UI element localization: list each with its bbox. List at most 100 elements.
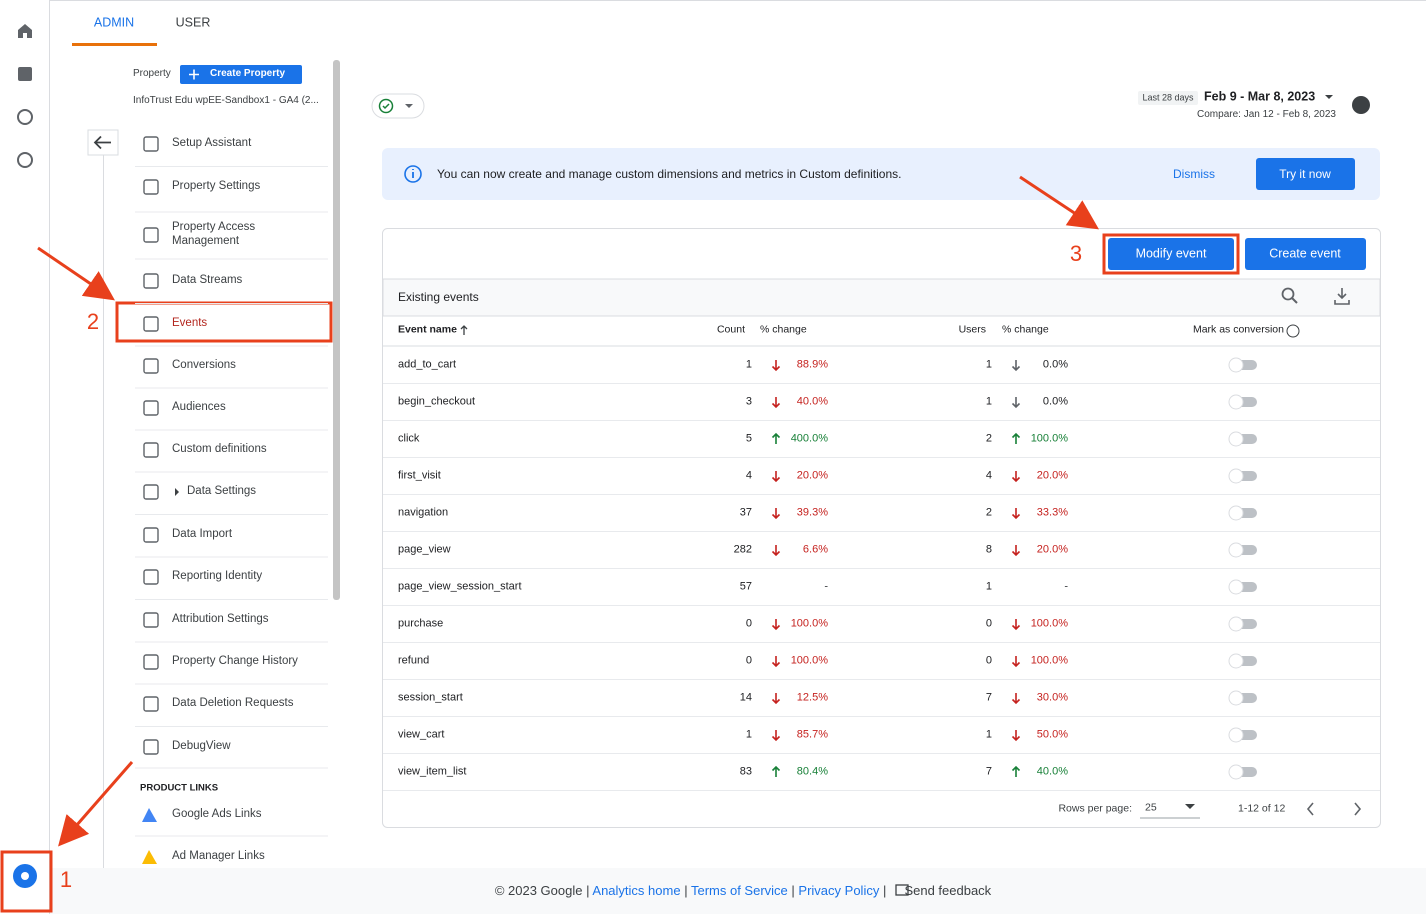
column-header: % change	[1002, 324, 1049, 337]
date-range[interactable]: Feb 9 - Mar 8, 2023	[1204, 90, 1315, 105]
nav-item[interactable]: Attribution Settings	[172, 613, 302, 627]
footer-link[interactable]: Terms of Service	[691, 883, 788, 898]
date-compare: Compare: Jan 12 - Feb 8, 2023	[1197, 109, 1336, 121]
count: 83	[740, 765, 752, 778]
users: 2	[986, 432, 992, 445]
copyright: © 2023 Google	[495, 883, 583, 898]
users: 4	[986, 469, 992, 482]
count-change: 39.3%	[797, 506, 828, 519]
tab[interactable]: ADMIN	[94, 16, 134, 31]
users-change: 0.0%	[1043, 358, 1068, 371]
footer-link[interactable]: Privacy Policy	[798, 883, 879, 898]
users-change: 30.0%	[1037, 691, 1068, 704]
nav-item[interactable]: Ad Manager Links	[172, 850, 265, 864]
try-label[interactable]: Try it now	[1279, 167, 1331, 181]
count: 37	[740, 506, 752, 519]
count-change: 20.0%	[797, 469, 828, 482]
rows-value[interactable]: 25	[1145, 802, 1157, 815]
users: 0	[986, 617, 992, 630]
count-change: 80.4%	[797, 765, 828, 778]
table-title: Existing events	[398, 290, 479, 304]
count-change: 12.5%	[797, 691, 828, 704]
count: 0	[746, 654, 752, 667]
count-change: 6.6%	[803, 543, 828, 556]
count-change: 100.0%	[791, 617, 828, 630]
tab-underline	[72, 43, 157, 46]
nav-item[interactable]: Custom definitions	[172, 443, 302, 457]
users-change: 100.0%	[1031, 654, 1068, 667]
toggle-knob	[1229, 432, 1243, 446]
users-change: 100.0%	[1031, 617, 1068, 630]
create-label[interactable]: Create event	[1269, 247, 1341, 262]
count-change: 400.0%	[791, 432, 828, 445]
nav-item[interactable]: Data Deletion Requests	[172, 697, 302, 711]
date-preset: Last 28 days	[1142, 93, 1193, 104]
users-change: 100.0%	[1031, 432, 1068, 445]
nav-item[interactable]: Data Settings	[187, 485, 317, 499]
separator: |	[883, 883, 886, 898]
nav-item[interactable]: Audiences	[172, 401, 302, 415]
feedback-link[interactable]: Send feedback	[904, 883, 991, 898]
count: 4	[746, 469, 752, 482]
toggle-knob	[1229, 469, 1243, 483]
annotation: 3	[1070, 241, 1082, 267]
nav-item[interactable]: Property Settings	[172, 180, 302, 194]
users: 7	[986, 765, 992, 778]
nav-item[interactable]: DebugView	[172, 740, 302, 754]
event-name: purchase	[398, 617, 443, 630]
nav-item[interactable]: Data Import	[172, 528, 302, 542]
separator: |	[586, 883, 589, 898]
toggle-knob	[1229, 543, 1243, 557]
toggle-knob	[1229, 654, 1243, 668]
dismiss-link[interactable]: Dismiss	[1173, 167, 1215, 181]
annotation: 2	[87, 309, 99, 335]
users-change: -	[1064, 580, 1068, 593]
help-icon[interactable]	[1352, 96, 1370, 114]
footer-link[interactable]: Analytics home	[592, 883, 680, 898]
column-header: Count	[717, 324, 745, 337]
event-name: begin_checkout	[398, 395, 475, 408]
modify-label[interactable]: Modify event	[1136, 247, 1207, 262]
nav-item[interactable]: Google Ads Links	[172, 808, 262, 822]
nav-item[interactable]: Property Access Management	[172, 221, 302, 249]
count-change: -	[824, 580, 828, 593]
event-name: page_view_session_start	[398, 580, 522, 593]
rows-label: Rows per page:	[1058, 803, 1132, 816]
users: 0	[986, 654, 992, 667]
event-name: click	[398, 432, 419, 445]
users-change: 20.0%	[1037, 543, 1068, 556]
count: 57	[740, 580, 752, 593]
users: 2	[986, 506, 992, 519]
create-property-label[interactable]: Create Property	[210, 68, 285, 80]
column-header[interactable]: Event name	[398, 324, 457, 337]
tab[interactable]: USER	[176, 16, 211, 31]
toggle-knob	[1229, 617, 1243, 631]
separator: |	[684, 883, 687, 898]
users-change: 50.0%	[1037, 728, 1068, 741]
nav-item[interactable]: Reporting Identity	[172, 570, 302, 584]
nav-item[interactable]: Property Change History	[172, 655, 302, 669]
column-header: Users	[959, 324, 986, 337]
event-name: refund	[398, 654, 429, 667]
users: 8	[986, 543, 992, 556]
nav-item[interactable]: Setup Assistant	[172, 137, 302, 151]
users: 1	[986, 580, 992, 593]
users-change: 0.0%	[1043, 395, 1068, 408]
section-heading: PRODUCT LINKS	[140, 782, 218, 793]
count: 3	[746, 395, 752, 408]
event-name: session_start	[398, 691, 463, 704]
nav-item[interactable]: Data Streams	[172, 274, 302, 288]
banner-text: You can now create and manage custom dim…	[437, 167, 901, 181]
scrollbar	[333, 60, 340, 600]
count-change: 40.0%	[797, 395, 828, 408]
footer: © 2023 Google | Analytics home | Terms o…	[495, 883, 991, 899]
users: 1	[986, 395, 992, 408]
toggle-knob	[1229, 506, 1243, 520]
column-header: % change	[760, 324, 807, 337]
count-change: 85.7%	[797, 728, 828, 741]
event-name: view_item_list	[398, 765, 466, 778]
nav-item[interactable]: Conversions	[172, 359, 302, 373]
nav-item[interactable]: Events	[172, 317, 302, 331]
property-label: Property	[133, 68, 171, 80]
